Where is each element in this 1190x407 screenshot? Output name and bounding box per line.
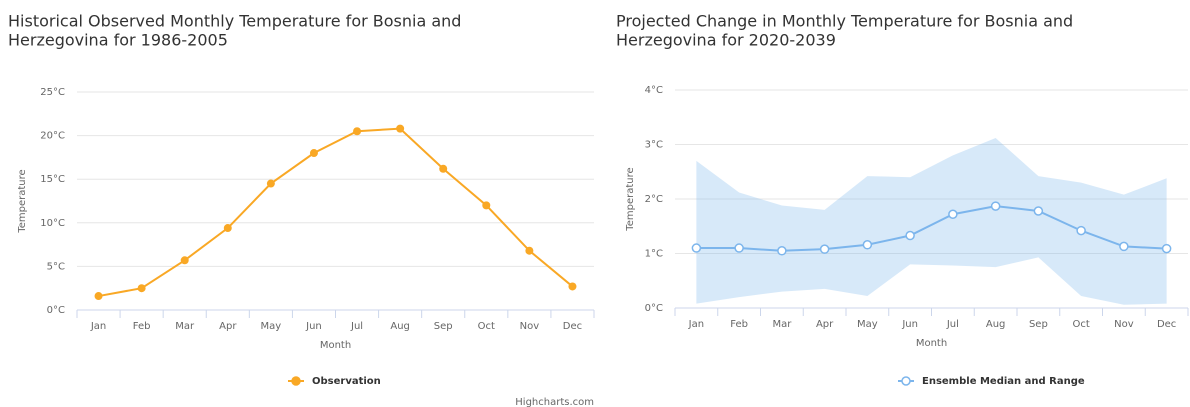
y-tick-label: 25°C <box>40 87 65 98</box>
x-tick-label: Sep <box>1029 319 1048 330</box>
point <box>137 284 146 293</box>
point <box>1161 243 1172 254</box>
point <box>568 282 577 291</box>
point <box>525 246 534 255</box>
x-tick-label: Apr <box>816 319 834 330</box>
point <box>1033 206 1044 216</box>
x-tick-label: Jan <box>90 321 106 332</box>
point <box>309 149 318 158</box>
point <box>990 201 1001 211</box>
chart-title: Herzegovina for 1986-2005 <box>8 31 228 50</box>
chart-title: Historical Observed Monthly Temperature … <box>8 12 461 31</box>
point <box>396 124 405 133</box>
x-tick-label: Feb <box>730 319 748 330</box>
x-tick-label: Aug <box>986 319 1006 330</box>
chart-title: Herzegovina for 2020-2039 <box>616 31 836 50</box>
point <box>94 292 103 301</box>
x-tick-label: Dec <box>563 321 582 332</box>
legend-marker <box>291 376 301 386</box>
x-tick-label: May <box>261 321 282 332</box>
x-tick-label: Jun <box>305 321 322 332</box>
credits: Highcharts.com <box>515 397 594 407</box>
point <box>862 240 873 250</box>
x-axis-title: Month <box>916 338 947 349</box>
x-tick-label: Sep <box>434 321 453 332</box>
range-area <box>696 137 1167 305</box>
x-tick-label: May <box>857 319 878 330</box>
x-tick-label: Nov <box>1114 319 1134 330</box>
x-tick-label: Oct <box>1072 319 1089 330</box>
y-tick-label: 3°C <box>645 140 663 151</box>
x-tick-label: Jul <box>350 321 363 332</box>
x-tick-label: Feb <box>133 321 151 332</box>
point <box>482 201 491 210</box>
y-tick-label: 1°C <box>645 249 663 260</box>
point <box>439 164 448 173</box>
point <box>223 224 232 233</box>
y-tick-label: 0°C <box>645 303 663 314</box>
point <box>1076 225 1086 236</box>
legend-label: Observation <box>312 376 381 387</box>
point <box>1119 241 1129 252</box>
series-line <box>98 127 574 298</box>
y-tick-label: 4°C <box>645 85 663 96</box>
point <box>266 179 275 188</box>
x-tick-label: Jul <box>946 319 959 330</box>
x-tick-label: Jan <box>688 319 704 330</box>
x-tick-label: Nov <box>520 321 540 332</box>
x-tick-label: Oct <box>478 321 495 332</box>
y-tick-label: 5°C <box>47 261 65 272</box>
x-axis-title: Month <box>320 340 351 351</box>
y-tick-label: 20°C <box>40 131 65 142</box>
point <box>353 127 362 136</box>
series-line <box>696 205 1167 252</box>
y-tick-label: 0°C <box>47 305 65 316</box>
x-tick-label: Aug <box>390 321 410 332</box>
x-tick-label: Mar <box>772 319 792 330</box>
x-tick-label: Mar <box>175 321 195 332</box>
chart-title: Projected Change in Monthly Temperature … <box>616 12 1073 31</box>
x-tick-label: Dec <box>1157 319 1176 330</box>
x-tick-label: Jun <box>901 319 918 330</box>
y-axis-title: Temperature <box>625 167 636 231</box>
y-axis-title: Temperature <box>17 169 28 233</box>
y-tick-label: 2°C <box>645 194 663 205</box>
point <box>734 243 744 253</box>
point <box>777 246 787 256</box>
point <box>691 243 702 253</box>
y-tick-label: 10°C <box>40 218 65 229</box>
point <box>948 209 958 220</box>
point <box>819 244 830 254</box>
legend-marker <box>901 376 911 386</box>
y-tick-label: 15°C <box>40 174 65 185</box>
legend-label: Ensemble Median and Range <box>922 376 1085 387</box>
point <box>180 256 189 265</box>
point <box>905 230 915 241</box>
x-tick-label: Apr <box>219 321 237 332</box>
